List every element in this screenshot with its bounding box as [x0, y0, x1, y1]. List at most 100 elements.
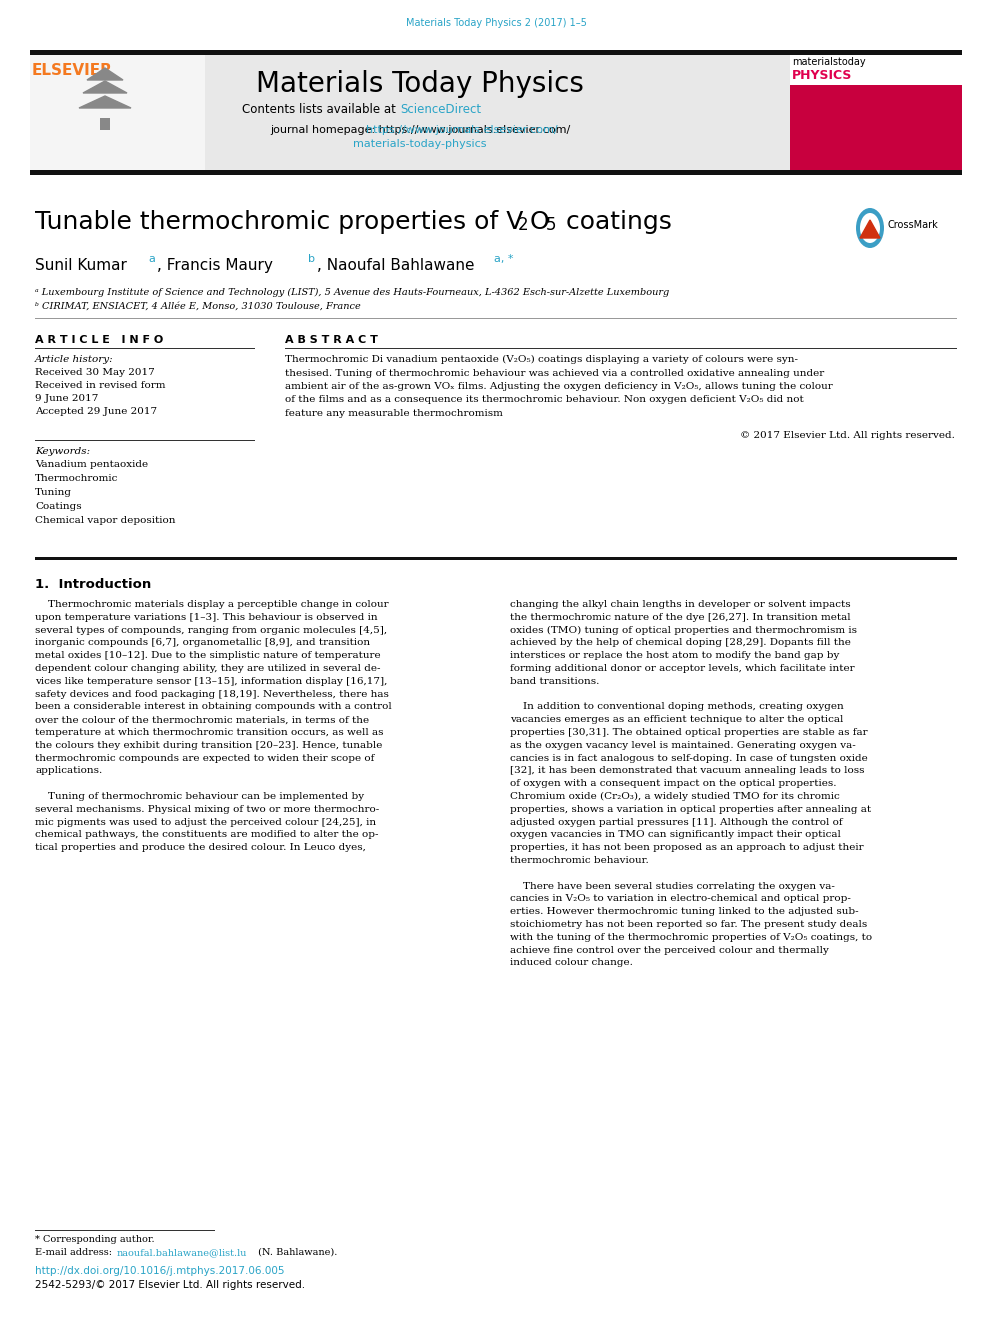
Text: applications.: applications. [35, 766, 102, 775]
Text: interstices or replace the host atom to modify the band gap by: interstices or replace the host atom to … [510, 651, 839, 660]
Text: A B S T R A C T: A B S T R A C T [285, 335, 378, 345]
Text: coatings: coatings [558, 210, 672, 234]
Text: the colours they exhibit during transition [20–23]. Hence, tunable: the colours they exhibit during transiti… [35, 741, 382, 750]
Text: thesised. Tuning of thermochromic behaviour was achieved via a controlled oxidat: thesised. Tuning of thermochromic behavi… [285, 369, 824, 377]
Text: Thermochromic: Thermochromic [35, 474, 118, 483]
Text: ᵃ Luxembourg Institute of Science and Technology (LIST), 5 Avenue des Hauts-Four: ᵃ Luxembourg Institute of Science and Te… [35, 288, 670, 298]
Text: [32], it has been demonstrated that vacuum annealing leads to loss: [32], it has been demonstrated that vacu… [510, 766, 864, 775]
Text: 2: 2 [518, 216, 529, 234]
Text: properties, shows a variation in optical properties after annealing at: properties, shows a variation in optical… [510, 804, 871, 814]
Text: ambient air of the as-grown VOₓ films. Adjusting the oxygen deficiency in V₂O₅, : ambient air of the as-grown VOₓ films. A… [285, 382, 832, 392]
Ellipse shape [860, 213, 880, 243]
Text: achieved by the help of chemical doping [28,29]. Dopants fill the: achieved by the help of chemical doping … [510, 639, 851, 647]
Text: Materials Today Physics 2 (2017) 1–5: Materials Today Physics 2 (2017) 1–5 [406, 19, 586, 28]
Text: induced colour change.: induced colour change. [510, 958, 633, 967]
Text: erties. However thermochromic tuning linked to the adjusted sub-: erties. However thermochromic tuning lin… [510, 908, 859, 917]
Text: upon temperature variations [1–3]. This behaviour is observed in: upon temperature variations [1–3]. This … [35, 613, 378, 622]
Text: Sunil Kumar: Sunil Kumar [35, 258, 132, 273]
Text: Materials Today Physics: Materials Today Physics [256, 70, 584, 98]
Bar [30, 50, 962, 56]
Text: metal oxides [10–12]. Due to the simplistic nature of temperature: metal oxides [10–12]. Due to the simplis… [35, 651, 381, 660]
Text: A R T I C L E   I N F O: A R T I C L E I N F O [35, 335, 164, 345]
Text: temperature at which thermochromic transition occurs, as well as: temperature at which thermochromic trans… [35, 728, 384, 737]
Text: mic pigments was used to adjust the perceived colour [24,25], in: mic pigments was used to adjust the perc… [35, 818, 376, 827]
Text: b: b [308, 254, 315, 265]
Bar [100, 118, 110, 130]
Text: thermochromic behaviour.: thermochromic behaviour. [510, 856, 649, 865]
Text: Tuning: Tuning [35, 488, 72, 497]
Text: Coatings: Coatings [35, 501, 81, 511]
Text: naoufal.bahlawane@list.lu: naoufal.bahlawane@list.lu [117, 1248, 247, 1257]
Text: materials-today-physics: materials-today-physics [353, 139, 487, 149]
Polygon shape [860, 220, 880, 238]
Text: thermochromic compounds are expected to widen their scope of: thermochromic compounds are expected to … [35, 754, 374, 762]
Bar [790, 56, 962, 169]
Text: changing the alkyl chain lengths in developer or solvent impacts: changing the alkyl chain lengths in deve… [510, 601, 850, 609]
Polygon shape [83, 81, 127, 93]
Text: stoichiometry has not been reported so far. The present study deals: stoichiometry has not been reported so f… [510, 919, 867, 929]
Text: © 2017 Elsevier Ltd. All rights reserved.: © 2017 Elsevier Ltd. All rights reserved… [740, 430, 955, 439]
Text: E-mail address:: E-mail address: [35, 1248, 115, 1257]
Text: the thermochromic nature of the dye [26,27]. In transition metal: the thermochromic nature of the dye [26,… [510, 613, 850, 622]
Text: Contents lists available at: Contents lists available at [242, 103, 400, 116]
Text: Chromium oxide (Cr₂O₃), a widely studied TMO for its chromic: Chromium oxide (Cr₂O₃), a widely studied… [510, 792, 840, 802]
Text: 1.  Introduction: 1. Introduction [35, 578, 151, 591]
Text: 5: 5 [546, 216, 557, 234]
Text: cancies is in fact analogous to self-doping. In case of tungsten oxide: cancies is in fact analogous to self-dop… [510, 754, 868, 762]
Text: several mechanisms. Physical mixing of two or more thermochro-: several mechanisms. Physical mixing of t… [35, 804, 379, 814]
Text: Chemical vapor deposition: Chemical vapor deposition [35, 516, 176, 525]
Text: cancies in V₂O₅ to variation in electro-chemical and optical prop-: cancies in V₂O₅ to variation in electro-… [510, 894, 851, 904]
Text: adjusted oxygen partial pressures [11]. Although the control of: adjusted oxygen partial pressures [11]. … [510, 818, 842, 827]
Text: of the films and as a consequence its thermochromic behaviour. Non oxygen defici: of the films and as a consequence its th… [285, 396, 804, 405]
Text: properties [30,31]. The obtained optical properties are stable as far: properties [30,31]. The obtained optical… [510, 728, 868, 737]
Text: Tuning of thermochromic behaviour can be implemented by: Tuning of thermochromic behaviour can be… [35, 792, 364, 800]
Text: https://www.journals.elsevier.com/: https://www.journals.elsevier.com/ [282, 124, 558, 135]
Text: Received 30 May 2017: Received 30 May 2017 [35, 368, 155, 377]
Text: , Naoufal Bahlawane: , Naoufal Bahlawane [317, 258, 479, 273]
Text: a: a [148, 254, 155, 265]
Polygon shape [79, 97, 131, 108]
Text: forming additional donor or acceptor levels, which facilitate inter: forming additional donor or acceptor lev… [510, 664, 855, 673]
Text: O: O [530, 210, 550, 234]
Text: feature any measurable thermochromism: feature any measurable thermochromism [285, 409, 503, 418]
Text: achieve fine control over the perceived colour and thermally: achieve fine control over the perceived … [510, 946, 829, 955]
Text: oxygen vacancies in TMO can significantly impact their optical: oxygen vacancies in TMO can significantl… [510, 831, 841, 839]
Text: materialstoday: materialstoday [792, 57, 866, 67]
Ellipse shape [856, 208, 884, 247]
Text: 9 June 2017: 9 June 2017 [35, 394, 98, 404]
Text: band transitions.: band transitions. [510, 677, 599, 685]
Text: inorganic compounds [6,7], organometallic [8,9], and transition: inorganic compounds [6,7], organometalli… [35, 639, 370, 647]
Text: tical properties and produce the desired colour. In Leuco dyes,: tical properties and produce the desired… [35, 843, 366, 852]
Text: oxides (TMO) tuning of optical properties and thermochromism is: oxides (TMO) tuning of optical propertie… [510, 626, 857, 635]
Text: ᵇ CIRIMAT, ENSIACET, 4 Allée E, Monso, 31030 Toulouse, France: ᵇ CIRIMAT, ENSIACET, 4 Allée E, Monso, 3… [35, 302, 361, 311]
Text: over the colour of the thermochromic materials, in terms of the: over the colour of the thermochromic mat… [35, 716, 369, 724]
Text: Tunable thermochromic properties of V: Tunable thermochromic properties of V [35, 210, 524, 234]
Text: Vanadium pentaoxide: Vanadium pentaoxide [35, 460, 148, 468]
Text: There have been several studies correlating the oxygen va-: There have been several studies correlat… [510, 881, 835, 890]
Polygon shape [87, 67, 123, 79]
Text: Received in revised form: Received in revised form [35, 381, 166, 390]
Text: vices like temperature sensor [13–15], information display [16,17],: vices like temperature sensor [13–15], i… [35, 677, 387, 685]
Text: of oxygen with a consequent impact on the optical properties.: of oxygen with a consequent impact on th… [510, 779, 836, 789]
Text: vacancies emerges as an efficient technique to alter the optical: vacancies emerges as an efficient techni… [510, 716, 843, 724]
Bar [35, 557, 957, 560]
Text: (N. Bahlawane).: (N. Bahlawane). [255, 1248, 337, 1257]
Text: , Francis Maury: , Francis Maury [157, 258, 278, 273]
Text: as the oxygen vacancy level is maintained. Generating oxygen va-: as the oxygen vacancy level is maintaine… [510, 741, 856, 750]
Text: * Corresponding author.: * Corresponding author. [35, 1234, 155, 1244]
Text: with the tuning of the thermochromic properties of V₂O₅ coatings, to: with the tuning of the thermochromic pro… [510, 933, 872, 942]
Text: CrossMark: CrossMark [888, 220, 938, 230]
Bar [790, 56, 962, 85]
Bar [30, 169, 962, 175]
Text: properties, it has not been proposed as an approach to adjust their: properties, it has not been proposed as … [510, 843, 864, 852]
Text: a, *: a, * [494, 254, 514, 265]
Text: In addition to conventional doping methods, creating oxygen: In addition to conventional doping metho… [510, 703, 844, 712]
Text: Thermochromic Di vanadium pentaoxide (V₂O₅) coatings displaying a variety of col: Thermochromic Di vanadium pentaoxide (V₂… [285, 355, 798, 364]
Text: been a considerable interest in obtaining compounds with a control: been a considerable interest in obtainin… [35, 703, 392, 712]
Text: Accepted 29 June 2017: Accepted 29 June 2017 [35, 407, 157, 415]
Text: http://dx.doi.org/10.1016/j.mtphys.2017.06.005: http://dx.doi.org/10.1016/j.mtphys.2017.… [35, 1266, 285, 1275]
Bar [30, 56, 790, 169]
Text: Article history:: Article history: [35, 355, 114, 364]
Text: several types of compounds, ranging from organic molecules [4,5],: several types of compounds, ranging from… [35, 626, 387, 635]
Text: ScienceDirect: ScienceDirect [400, 103, 481, 116]
